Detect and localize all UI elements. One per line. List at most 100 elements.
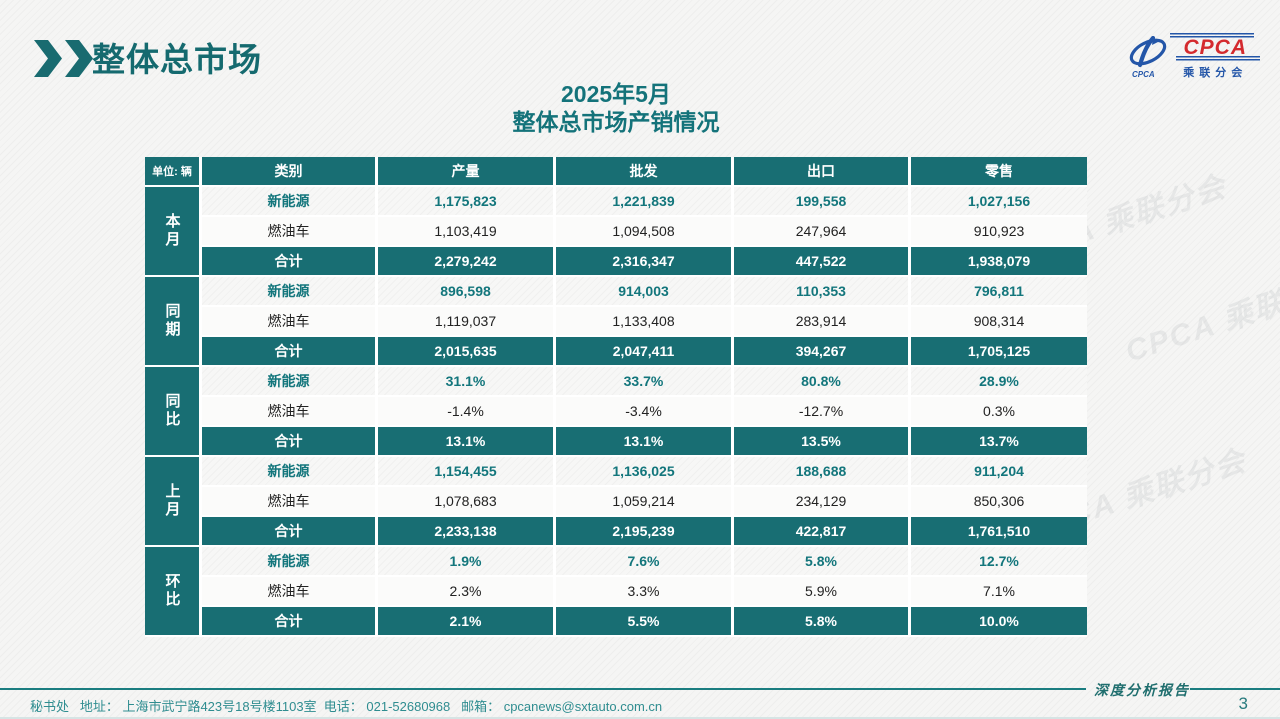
category-cell: 燃油车 (202, 577, 378, 607)
value-cell: 447,522 (734, 247, 911, 277)
value-cell: 896,598 (378, 277, 556, 307)
category-cell: 燃油车 (202, 397, 378, 427)
row-group-label: 本月 (145, 187, 202, 277)
value-cell: -3.4% (556, 397, 734, 427)
table-title-line2: 整体总市场产销情况 (512, 109, 720, 135)
cpca-acronym: CPCA (1170, 32, 1260, 61)
category-cell: 新能源 (202, 457, 378, 487)
category-cell: 合计 (202, 337, 378, 367)
category-cell: 燃油车 (202, 487, 378, 517)
value-cell: 914,003 (556, 277, 734, 307)
value-cell: 0.3% (911, 397, 1087, 427)
value-cell: 1,078,683 (378, 487, 556, 517)
value-cell: 2,316,347 (556, 247, 734, 277)
category-cell: 新能源 (202, 547, 378, 577)
chevron-icon (34, 40, 62, 77)
category-cell: 合计 (202, 607, 378, 637)
category-cell: 合计 (202, 247, 378, 277)
value-cell: 1,221,839 (556, 187, 734, 217)
value-cell: 188,688 (734, 457, 911, 487)
value-cell: 1,103,419 (378, 217, 556, 247)
value-cell: 13.1% (378, 427, 556, 457)
page-title: 整体总市场 (92, 41, 262, 78)
category-cell: 合计 (202, 517, 378, 547)
column-header: 批发 (556, 157, 734, 187)
value-cell: 1.9% (378, 547, 556, 577)
category-cell: 燃油车 (202, 217, 378, 247)
value-cell: 13.7% (911, 427, 1087, 457)
value-cell: 2,233,138 (378, 517, 556, 547)
value-cell: 28.9% (911, 367, 1087, 397)
value-cell: 2,195,239 (556, 517, 734, 547)
value-cell: 2.3% (378, 577, 556, 607)
value-cell: 2,047,411 (556, 337, 734, 367)
value-cell: 10.0% (911, 607, 1087, 637)
value-cell: 80.8% (734, 367, 911, 397)
value-cell: 1,059,214 (556, 487, 734, 517)
logo-small-text: CPCA (1132, 70, 1155, 79)
value-cell: 199,558 (734, 187, 911, 217)
value-cell: 908,314 (911, 307, 1087, 337)
value-cell: 394,267 (734, 337, 911, 367)
row-group-label: 同比 (145, 367, 202, 457)
footer-divider (1190, 688, 1280, 690)
value-cell: 5.8% (734, 607, 911, 637)
category-cell: 合计 (202, 427, 378, 457)
value-cell: -1.4% (378, 397, 556, 427)
cpca-subtitle: 乘联分会 (1183, 66, 1248, 79)
value-cell: 12.7% (911, 547, 1087, 577)
row-group-label: 上月 (145, 457, 202, 547)
value-cell: 7.6% (556, 547, 734, 577)
value-cell: 33.7% (556, 367, 734, 397)
value-cell: 1,705,125 (911, 337, 1087, 367)
value-cell: 283,914 (734, 307, 911, 337)
value-cell: 110,353 (734, 277, 911, 307)
value-cell: 1,154,455 (378, 457, 556, 487)
cpca-swoosh-icon: CPCA (1130, 36, 1167, 79)
page-number: 3 (1238, 694, 1248, 713)
double-chevron-icon (34, 40, 93, 77)
column-header: 类别 (202, 157, 378, 187)
unit-label: 单位: 辆 (145, 157, 202, 187)
value-cell: 247,964 (734, 217, 911, 247)
value-cell: 1,094,508 (556, 217, 734, 247)
value-cell: 5.9% (734, 577, 911, 607)
row-group-label: 环比 (145, 547, 202, 637)
value-cell: 5.5% (556, 607, 734, 637)
value-cell: 3.3% (556, 577, 734, 607)
row-group-label: 同期 (145, 277, 202, 367)
report-type-label: 深度分析报告 (1094, 683, 1190, 699)
column-header: 零售 (911, 157, 1087, 187)
value-cell: 7.1% (911, 577, 1087, 607)
category-cell: 新能源 (202, 277, 378, 307)
market-table: 单位: 辆 类别 产量 批发 出口 零售 本月 新能源 1,175,823 1,… (145, 157, 1087, 637)
value-cell: 13.5% (734, 427, 911, 457)
table-title-line1: 2025年5月 (561, 81, 671, 107)
value-cell: 1,938,079 (911, 247, 1087, 277)
watermark: CPCA 乘联分会 (1121, 266, 1280, 369)
table-title: 2025年5月 整体总市场产销情况 (145, 80, 1087, 136)
value-cell: 234,129 (734, 487, 911, 517)
footer-contact-info: 秘书处 地址： 上海市武宁路423号18号楼1103室 电话： 021-5268… (30, 699, 663, 714)
value-cell: 911,204 (911, 457, 1087, 487)
value-cell: 1,761,510 (911, 517, 1087, 547)
value-cell: 5.8% (734, 547, 911, 577)
category-cell: 新能源 (202, 187, 378, 217)
value-cell: 422,817 (734, 517, 911, 547)
category-cell: 燃油车 (202, 307, 378, 337)
value-cell: 1,027,156 (911, 187, 1087, 217)
value-cell: 13.1% (556, 427, 734, 457)
value-cell: 2.1% (378, 607, 556, 637)
value-cell: 31.1% (378, 367, 556, 397)
value-cell: 796,811 (911, 277, 1087, 307)
cpca-logo: CPCA CPCA 乘联分会 (1124, 32, 1260, 80)
footer-divider (0, 688, 1086, 690)
value-cell: 2,279,242 (378, 247, 556, 277)
value-cell: 1,133,408 (556, 307, 734, 337)
value-cell: -12.7% (734, 397, 911, 427)
column-header: 产量 (378, 157, 556, 187)
chevron-icon (65, 40, 93, 77)
column-header: 出口 (734, 157, 911, 187)
value-cell: 910,923 (911, 217, 1087, 247)
value-cell: 2,015,635 (378, 337, 556, 367)
